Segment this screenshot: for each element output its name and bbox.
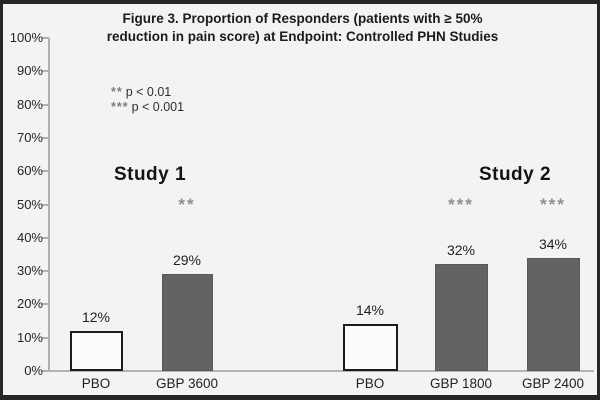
chart-title-line-1: Figure 3. Proportion of Responders (pati…: [122, 11, 483, 26]
group-title-study-2: Study 2: [478, 164, 552, 185]
y-axis-tick-label: 40%: [16, 229, 43, 245]
y-axis-tick: [42, 370, 49, 372]
y-axis-tick: [42, 136, 49, 139]
bar-value-label-pbo: 12%: [81, 309, 111, 326]
y-axis-tick: [42, 336, 49, 339]
bar-value-label-gbp-3600: 29%: [172, 252, 202, 269]
bar-gbp-1800: [434, 264, 488, 371]
legend-text-p-0-001: p < 0.001: [131, 100, 185, 114]
y-axis-tick: [42, 170, 49, 173]
significance-legend: ** p < 0.01 *** p < 0.001: [111, 85, 184, 115]
significance-marker-gbp-3600: **: [178, 195, 196, 214]
y-axis-tick-label: 30%: [16, 263, 43, 279]
y-axis-tick-label: 70%: [16, 129, 43, 145]
y-axis-tick: [42, 37, 49, 39]
y-axis-tick-label: 60%: [16, 163, 43, 179]
x-axis-category-label-gbp-1800: GBP 1800: [429, 376, 493, 391]
significance-marker-gbp-1800: ***: [448, 195, 474, 214]
y-axis-tick-label: 90%: [16, 63, 43, 79]
legend-stars-double: **: [111, 85, 123, 99]
y-axis-tick: [42, 270, 49, 273]
bar-value-label-gbp-1800: 32%: [446, 242, 476, 259]
y-axis-tick-label: 20%: [16, 296, 43, 312]
bar-value-label-gbp-2400: 34%: [538, 235, 568, 252]
y-axis-tick: [42, 103, 49, 106]
bar-gbp-2400: [526, 257, 580, 371]
legend-row-p-0-01: ** p < 0.01: [111, 85, 184, 100]
bar-pbo: [69, 331, 123, 371]
y-axis-tick: [42, 203, 49, 206]
x-axis-category-label-pbo: PBO: [355, 376, 385, 391]
x-axis-category-label-gbp-2400: GBP 2400: [521, 376, 585, 391]
y-axis-tick-label: 0%: [24, 363, 43, 378]
x-axis-category-label-pbo: PBO: [81, 376, 111, 391]
y-axis-tick-label: 50%: [16, 196, 43, 212]
legend-row-p-0-001: *** p < 0.001: [111, 100, 184, 115]
y-axis-tick: [42, 70, 49, 73]
chart-title: Figure 3. Proportion of Responders (pati…: [60, 10, 545, 46]
y-axis-line: [48, 38, 50, 371]
y-axis-tick-label: 10%: [16, 329, 43, 345]
y-axis-tick: [42, 236, 49, 239]
y-axis-tick-label: 100%: [9, 30, 43, 45]
bar-value-label-pbo: 14%: [355, 302, 385, 319]
group-title-study-1: Study 1: [113, 164, 187, 185]
significance-marker-gbp-2400: ***: [540, 195, 566, 214]
bar-pbo: [342, 324, 398, 371]
chart-title-line-2: reduction in pain score) at Endpoint: Co…: [106, 29, 499, 44]
y-axis-tick: [42, 303, 49, 306]
y-axis-tick-label: 80%: [16, 96, 43, 112]
x-axis-category-label-gbp-3600: GBP 3600: [155, 376, 219, 391]
bar-gbp-3600: [161, 274, 213, 371]
legend-stars-triple: ***: [111, 100, 129, 114]
legend-text-p-0-01: p < 0.01: [125, 85, 172, 99]
x-axis-baseline: [48, 370, 594, 372]
